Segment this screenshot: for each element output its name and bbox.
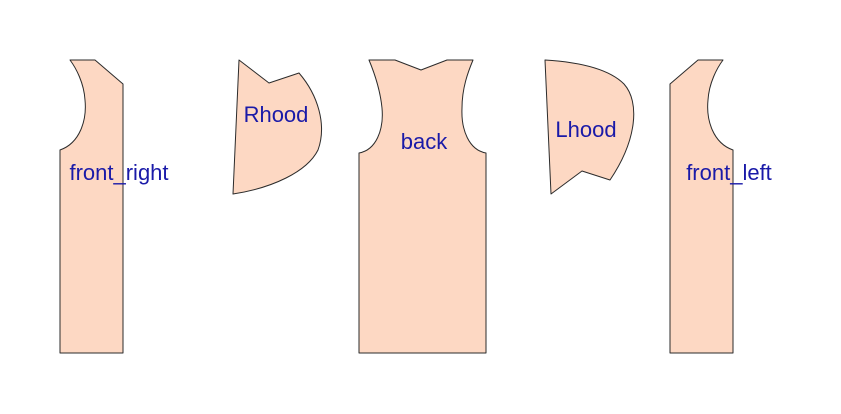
front-right-label: front_right bbox=[69, 160, 168, 185]
lhood-label: Lhood bbox=[555, 117, 616, 142]
back-shape bbox=[358, 59, 487, 354]
rhood-label: Rhood bbox=[244, 102, 309, 127]
front-right-shape bbox=[59, 59, 124, 354]
piece-lhood: Lhood bbox=[544, 59, 635, 195]
piece-front-right: front_right bbox=[59, 59, 169, 354]
rhood-shape bbox=[232, 59, 322, 195]
piece-rhood: Rhood bbox=[232, 59, 322, 195]
front-left-label: front_left bbox=[686, 160, 772, 185]
lhood-shape bbox=[544, 59, 635, 195]
piece-front-left: front_left bbox=[669, 59, 772, 354]
piece-back: back bbox=[358, 59, 487, 354]
front-left-shape bbox=[669, 59, 734, 354]
back-label: back bbox=[401, 129, 448, 154]
